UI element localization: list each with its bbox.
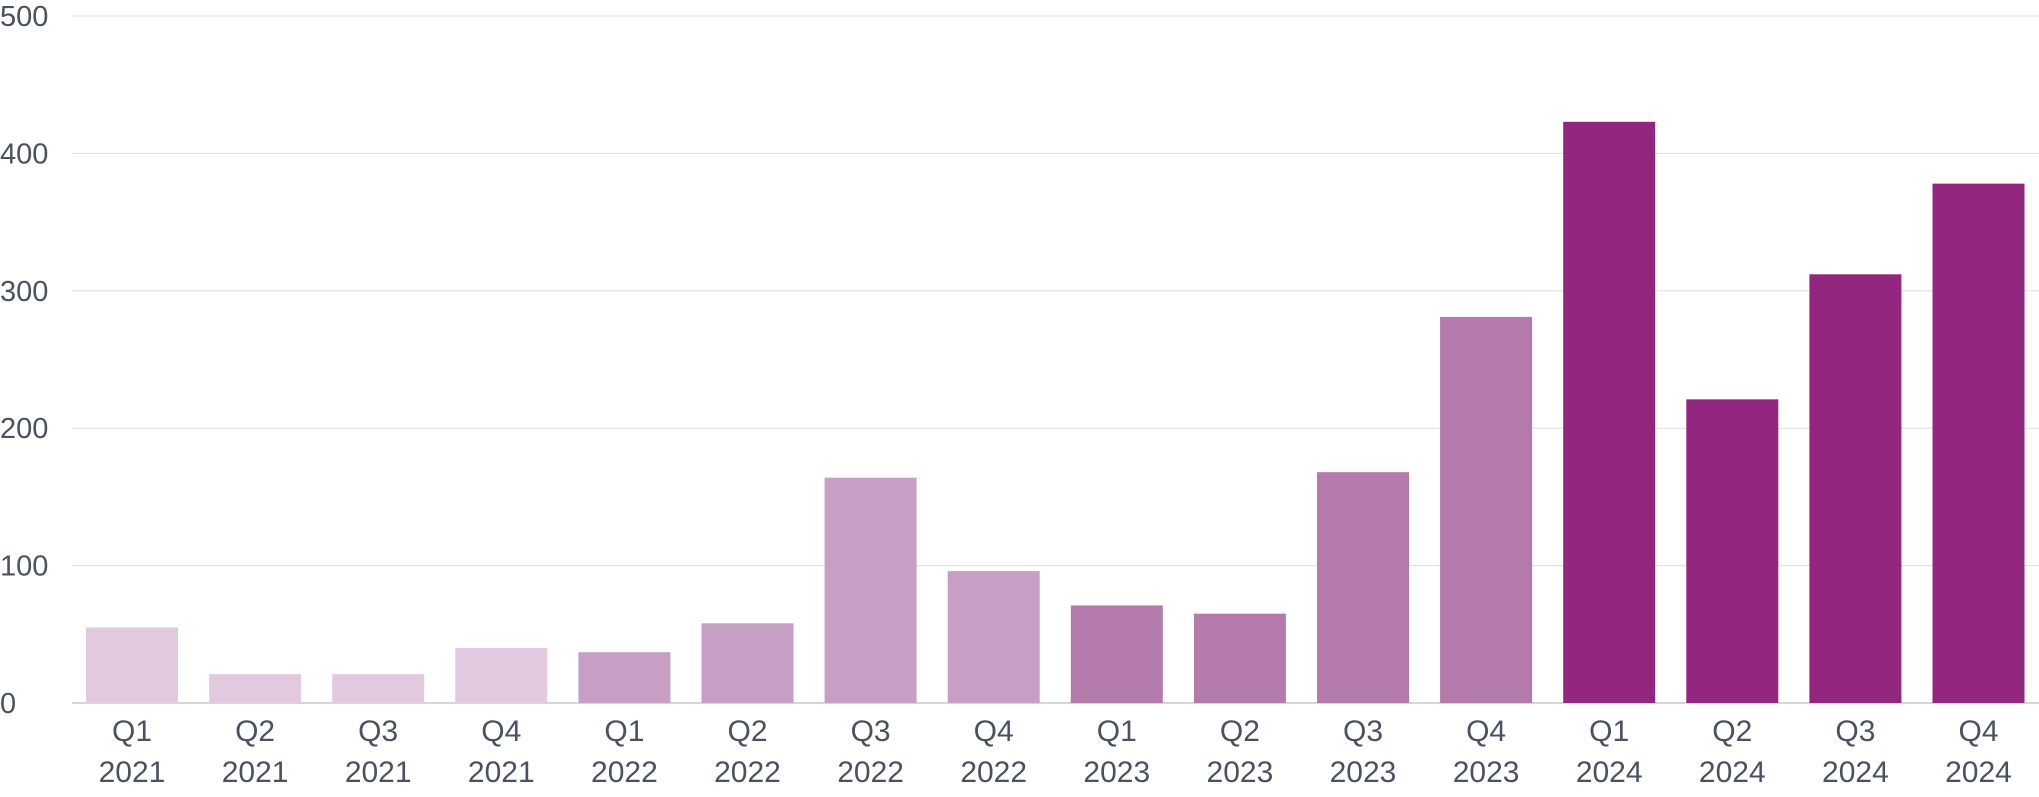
x-tick-label-year: 2023 xyxy=(1207,756,1274,789)
x-tick-label-year: 2024 xyxy=(1699,756,1766,789)
x-tick-label-year: 2023 xyxy=(1083,756,1150,789)
bar-q4-2024 xyxy=(1932,183,2025,704)
bar-q2-2024 xyxy=(1686,399,1779,703)
x-tick-label-quarter: Q1 xyxy=(1589,715,1629,748)
bar-q4-2023 xyxy=(1440,316,1533,703)
x-tick-label-quarter: Q1 xyxy=(1097,715,1137,748)
bar-q1-2021 xyxy=(86,627,178,703)
x-tick-label-quarter: Q4 xyxy=(1466,715,1506,748)
x-tick-label-year: 2024 xyxy=(1576,756,1643,789)
x-tick-label-year: 2022 xyxy=(591,756,658,789)
bar-q2-2023 xyxy=(1193,613,1286,703)
bar-q3-2022 xyxy=(824,477,917,703)
bar-q1-2024 xyxy=(1563,121,1656,704)
x-tick-label-quarter: Q2 xyxy=(727,715,767,748)
x-tick-label-year: 2022 xyxy=(714,756,781,789)
x-tick-label-quarter: Q2 xyxy=(1220,715,1260,748)
y-tick-label: 0 xyxy=(0,688,16,720)
x-tick-label-quarter: Q1 xyxy=(112,715,152,748)
x-tick-label-year: 2021 xyxy=(99,756,166,789)
x-axis: Q1 2021 Q2 2021 Q3 2021 Q4 2021 Q1 2022 Q2 2022 Q3 20… xyxy=(99,715,2012,789)
bar-q3-2021 xyxy=(332,674,425,703)
x-tick-label-year: 2022 xyxy=(960,756,1027,789)
x-tick-label-quarter: Q4 xyxy=(481,715,521,748)
bar-q4-2022 xyxy=(947,571,1040,703)
x-tick-label-quarter: Q2 xyxy=(1712,715,1752,748)
x-tick-label-quarter: Q4 xyxy=(974,715,1014,748)
x-tick-label-quarter: Q2 xyxy=(235,715,275,748)
y-axis: 0 100 200 300 400 500 xyxy=(0,1,48,720)
y-tick-label: 200 xyxy=(0,413,48,445)
x-tick-label-quarter: Q4 xyxy=(1958,715,1998,748)
x-tick-label-year: 2021 xyxy=(222,756,289,789)
y-tick-label: 400 xyxy=(0,138,48,170)
y-tick-label: 500 xyxy=(0,1,48,33)
bars xyxy=(86,121,2025,704)
bar-q2-2021 xyxy=(209,674,302,703)
x-tick-label-year: 2024 xyxy=(1945,756,2012,789)
bar-q1-2022 xyxy=(578,652,671,703)
x-tick-label-quarter: Q3 xyxy=(1343,715,1383,748)
y-tick-label: 300 xyxy=(0,276,48,308)
x-tick-label-year: 2021 xyxy=(345,756,412,789)
x-tick-label-quarter: Q3 xyxy=(358,715,398,748)
x-tick-label-quarter: Q1 xyxy=(604,715,644,748)
y-tick-label: 100 xyxy=(0,551,48,583)
x-tick-label-quarter: Q3 xyxy=(1835,715,1875,748)
x-tick-label-year: 2024 xyxy=(1822,756,1889,789)
x-tick-label-year: 2021 xyxy=(468,756,535,789)
bar-q3-2023 xyxy=(1317,472,1409,703)
x-tick-label-year: 2023 xyxy=(1330,756,1397,789)
bar-q2-2022 xyxy=(701,623,794,703)
bar-q1-2023 xyxy=(1070,605,1163,703)
x-tick-label-year: 2022 xyxy=(837,756,904,789)
bar-q4-2021 xyxy=(455,648,548,703)
x-tick-label-year: 2023 xyxy=(1453,756,1520,789)
bar-q3-2024 xyxy=(1809,274,1902,703)
x-tick-label-quarter: Q3 xyxy=(851,715,891,748)
